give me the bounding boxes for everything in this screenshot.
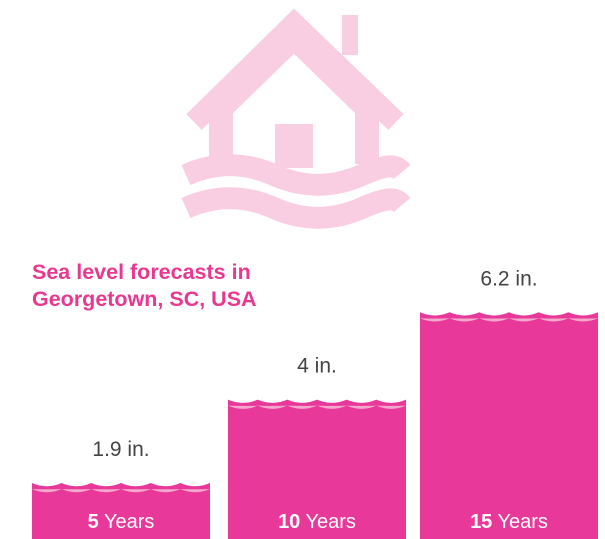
chart-title: Sea level forecasts in Georgetown, SC, U… <box>32 259 257 313</box>
bar-2-wave <box>228 405 406 409</box>
category-label-1: 5 Years <box>88 511 155 533</box>
category-label-2: 10 Years <box>278 511 356 533</box>
value-label-3: 6.2 in. <box>480 267 537 290</box>
bars: 1.9 in. 5 Years 4 in. 10 Years 6.2 in. 15 Yea… <box>32 267 598 539</box>
category-label-3: 15 Years <box>470 511 548 533</box>
flooded-house-icon <box>181 8 411 229</box>
category-number: 15 <box>470 511 492 533</box>
chart-title-line-2: Georgetown, SC, USA <box>32 287 257 311</box>
category-unit: Years <box>99 511 155 533</box>
category-unit: Years <box>492 511 548 533</box>
category-number: 10 <box>278 511 300 533</box>
bar-3-wave <box>420 318 598 322</box>
value-label-1: 1.9 in. <box>92 438 149 461</box>
chart-title-line-1: Sea level forecasts in <box>32 260 251 284</box>
bar-3 <box>420 312 598 539</box>
category-number: 5 <box>88 511 99 533</box>
value-label-2: 4 in. <box>297 355 337 378</box>
bar-1-wave <box>32 489 210 493</box>
category-unit: Years <box>300 511 356 533</box>
bar-1 <box>32 483 210 539</box>
bar-2 <box>228 399 406 539</box>
